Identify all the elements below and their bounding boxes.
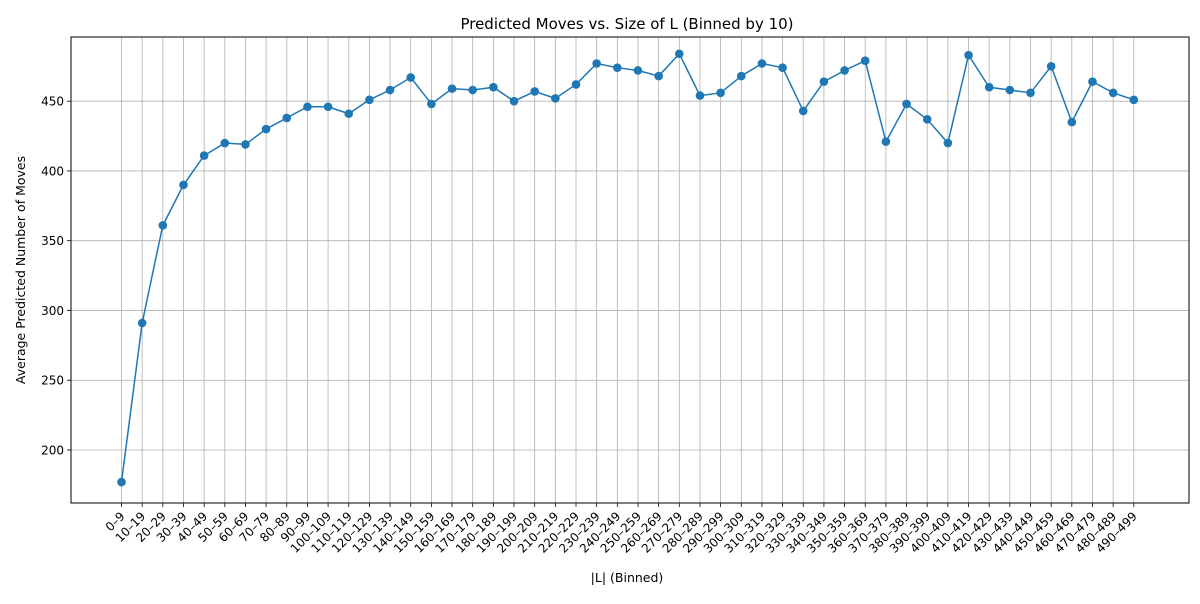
data-point xyxy=(1005,85,1015,95)
data-point xyxy=(468,85,478,95)
data-point xyxy=(571,80,581,89)
data-point xyxy=(943,138,953,148)
y-tick-label: 250 xyxy=(41,374,64,388)
data-point xyxy=(902,99,911,109)
data-point xyxy=(695,91,705,100)
data-point xyxy=(778,63,787,72)
data-point xyxy=(757,59,767,68)
data-point xyxy=(158,221,168,230)
grid xyxy=(71,37,1189,503)
data-point xyxy=(323,102,333,112)
y-tick-label: 450 xyxy=(41,95,64,109)
data-point xyxy=(427,99,436,109)
axis-ticks: 0–910–1920–2930–3940–4950–5960–6970–7980… xyxy=(41,95,1140,556)
data-point xyxy=(819,77,829,86)
data-point xyxy=(613,63,622,72)
data-point xyxy=(261,124,271,134)
data-point xyxy=(241,140,250,149)
series xyxy=(117,49,1139,487)
plot-area-frame xyxy=(70,36,1190,504)
data-point xyxy=(964,50,973,60)
data-point xyxy=(654,71,663,81)
y-tick-label: 200 xyxy=(41,443,64,457)
data-point xyxy=(1046,61,1056,71)
data-point xyxy=(489,82,498,92)
data-point xyxy=(860,56,870,66)
data-point xyxy=(881,137,891,146)
data-point xyxy=(406,73,416,82)
data-point xyxy=(1129,95,1139,105)
series-line xyxy=(120,52,1135,483)
y-tick-label: 400 xyxy=(41,164,64,178)
y-axis-label: Average Predicted Number of Moves xyxy=(13,156,28,384)
chart-title: Predicted Moves vs. Size of L (Binned by… xyxy=(460,15,793,33)
data-point xyxy=(984,82,994,92)
data-point xyxy=(551,94,560,103)
data-point xyxy=(530,87,539,96)
data-point xyxy=(1108,88,1118,98)
data-point xyxy=(1026,88,1035,98)
data-point xyxy=(365,95,374,105)
data-point xyxy=(922,115,932,124)
data-point xyxy=(716,88,725,98)
data-point xyxy=(179,180,188,190)
x-axis-label: |L| (Binned) xyxy=(591,570,664,585)
data-point xyxy=(840,66,849,75)
data-point xyxy=(447,84,457,93)
data-point xyxy=(1088,77,1097,86)
data-point xyxy=(592,59,601,68)
data-point xyxy=(199,151,209,160)
data-point xyxy=(282,113,292,123)
data-point xyxy=(117,477,126,487)
data-point xyxy=(1067,117,1077,127)
data-point xyxy=(633,66,643,75)
data-point xyxy=(137,318,147,328)
y-tick-label: 300 xyxy=(41,304,64,318)
data-point xyxy=(736,71,746,81)
data-point xyxy=(385,85,395,95)
data-point xyxy=(798,106,808,116)
data-point xyxy=(674,49,684,59)
data-point xyxy=(303,102,312,112)
data-point xyxy=(344,109,354,119)
y-tick-label: 350 xyxy=(41,234,64,248)
data-point xyxy=(220,138,230,148)
data-point xyxy=(509,96,519,106)
